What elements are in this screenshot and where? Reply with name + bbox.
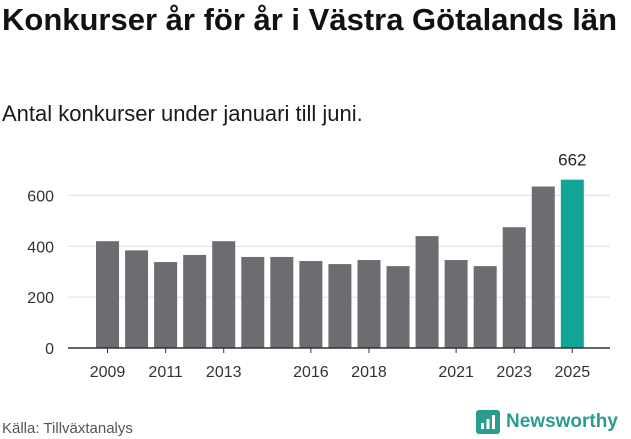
bar xyxy=(444,260,468,348)
bar xyxy=(299,261,323,348)
source-note: Källa: Tillväxtanalys xyxy=(2,420,133,437)
brand-logo: Newsworthy xyxy=(476,408,618,436)
y-tick-label: 400 xyxy=(27,239,54,256)
bar xyxy=(125,250,149,348)
x-tick-label: 2013 xyxy=(206,364,242,381)
bar xyxy=(473,266,497,348)
bar xyxy=(212,241,236,348)
newsworthy-logo-icon xyxy=(476,410,500,434)
bar xyxy=(386,266,410,348)
bar xyxy=(502,227,526,348)
x-tick-label: 2009 xyxy=(90,364,126,381)
y-tick-label: 600 xyxy=(27,188,54,205)
bar xyxy=(357,260,381,348)
bar xyxy=(154,262,178,348)
x-tick-label: 2023 xyxy=(496,364,532,381)
y-tick-label: 0 xyxy=(45,341,54,358)
data-label: 662 xyxy=(558,151,586,170)
chart-title: Konkurser år för år i Västra Götalands l… xyxy=(2,2,618,37)
y-tick-label: 200 xyxy=(27,290,54,307)
bar xyxy=(415,236,439,348)
x-tick-label: 2018 xyxy=(351,364,387,381)
x-tick-label: 2021 xyxy=(438,364,474,381)
bar xyxy=(328,264,352,348)
bar xyxy=(183,254,207,348)
x-tick-label: 2016 xyxy=(293,364,329,381)
bar-chart: 0 200 400 600 2009 2011 2013 2016 2018 2021 2023 20… xyxy=(27,151,610,381)
bar xyxy=(531,186,555,348)
brand-name: Newsworthy xyxy=(506,411,618,432)
bar xyxy=(270,256,294,348)
x-tick-label: 2011 xyxy=(148,364,183,381)
bar xyxy=(560,179,584,348)
chart-subtitle: Antal konkurser under januari till juni. xyxy=(2,101,363,126)
x-tick-label: 2025 xyxy=(555,364,591,381)
bar xyxy=(241,256,265,348)
bar xyxy=(96,241,120,348)
